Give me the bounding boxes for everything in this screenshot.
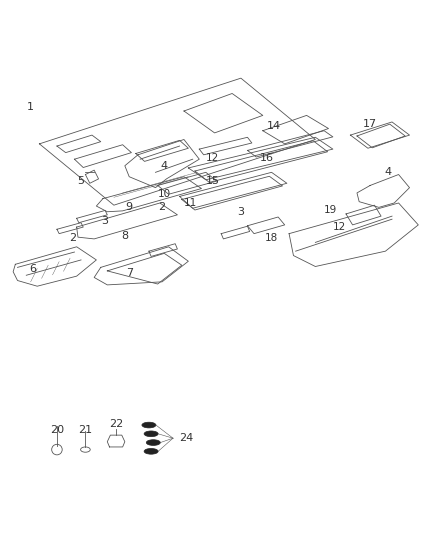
Text: 4: 4 (161, 161, 168, 171)
Text: 7: 7 (126, 268, 133, 278)
Text: 11: 11 (184, 198, 197, 208)
Ellipse shape (146, 440, 160, 446)
Text: 3: 3 (102, 215, 109, 225)
Text: 24: 24 (180, 433, 194, 443)
Text: 9: 9 (126, 203, 133, 212)
Text: 19: 19 (324, 205, 337, 215)
Text: 21: 21 (78, 425, 92, 435)
Text: 1: 1 (27, 102, 34, 111)
Text: 10: 10 (158, 189, 171, 199)
Text: 2: 2 (69, 233, 76, 243)
Text: 12: 12 (333, 222, 346, 232)
Text: 16: 16 (260, 153, 274, 163)
Ellipse shape (144, 431, 158, 437)
Text: 2: 2 (159, 203, 166, 212)
Text: 14: 14 (267, 122, 281, 131)
Ellipse shape (142, 422, 156, 428)
Text: 20: 20 (50, 425, 64, 435)
Text: 15: 15 (205, 176, 219, 186)
Text: 18: 18 (265, 233, 278, 243)
Text: 17: 17 (363, 119, 377, 129)
Text: 4: 4 (384, 167, 391, 177)
Text: 12: 12 (206, 153, 219, 163)
Text: 22: 22 (109, 418, 123, 429)
Text: 8: 8 (121, 231, 128, 241)
Text: 3: 3 (237, 207, 244, 217)
Text: 6: 6 (29, 264, 36, 273)
Text: 5: 5 (78, 176, 85, 186)
Ellipse shape (144, 448, 158, 454)
